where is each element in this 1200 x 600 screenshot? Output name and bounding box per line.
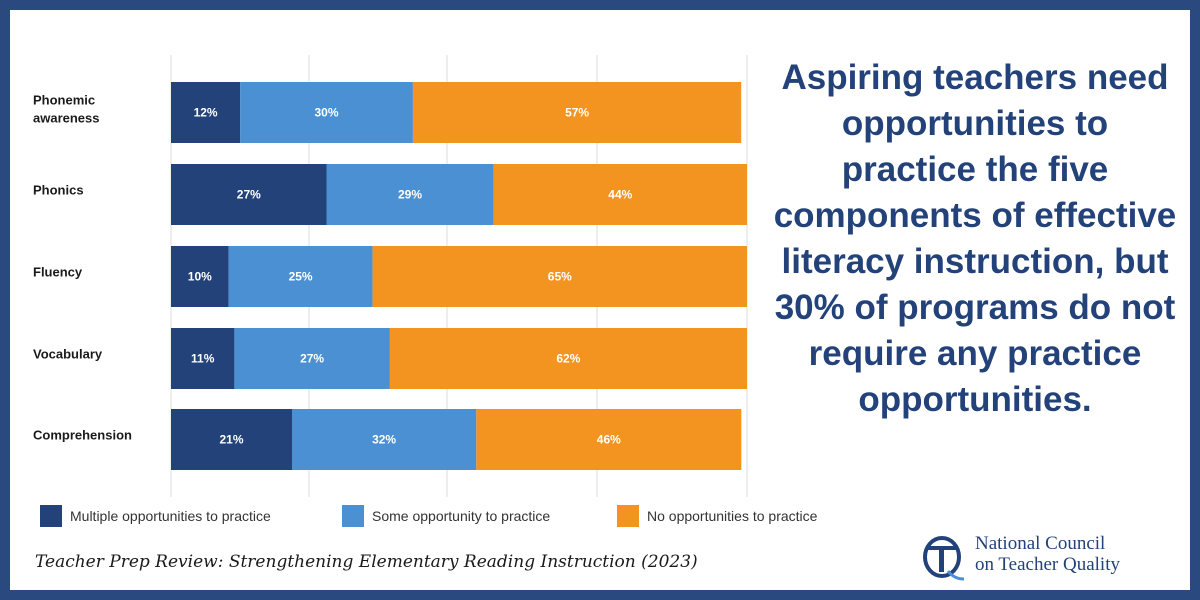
bar-segment [389,328,747,389]
bar-segment [412,82,742,143]
data-label: 46% [597,433,621,447]
source-citation: Teacher Prep Review: Strengthening Eleme… [35,552,698,572]
data-label: 30% [314,106,338,120]
category-label: Fluency [33,265,83,280]
data-label: 21% [219,433,243,447]
bar-segment [326,164,494,225]
data-label: 62% [556,352,580,366]
data-label: 11% [191,352,215,366]
bar-segment [171,82,241,143]
bar-segment [171,409,292,470]
category-label: Phonics [33,183,84,198]
data-label: 57% [565,106,589,120]
data-label: 44% [608,188,632,202]
category-label: Vocabulary [33,347,103,362]
chart-legend: Multiple opportunities to practice Some … [40,505,860,529]
legend-label-multiple: Multiple opportunities to practice [70,508,271,524]
data-label: 12% [194,106,218,120]
logo-wordmark: National Council on Teacher Quality [975,533,1165,575]
category-label: Phonemic awareness [33,93,100,126]
logo-line-1: National Council [975,533,1106,554]
bar-segment [372,246,747,307]
data-label: 65% [548,270,572,284]
bar-segment [476,409,742,470]
bar-segment [240,82,413,143]
data-label: 27% [237,188,261,202]
legend-swatch-multiple [40,505,62,527]
legend-label-some: Some opportunity to practice [372,508,551,524]
bar-segment [171,246,229,307]
bar-segment [292,409,477,470]
nctq-logo: National Council on Teacher Quality [920,533,1160,583]
legend-swatch-none [617,505,639,527]
logo-line-2: on Teacher Quality [975,554,1120,575]
category-label: Comprehension [33,428,132,443]
bar-segment [234,328,390,389]
data-label: 25% [289,270,313,284]
data-label: 10% [188,270,212,284]
bar-segment [228,246,373,307]
data-label: 27% [300,352,324,366]
callout-text: Aspiring teachers need opportunities to … [773,58,1177,419]
bar-segment [171,164,327,225]
bar-segment [493,164,747,225]
bar-segment [171,328,235,389]
legend-swatch-some [342,505,364,527]
data-label: 29% [398,188,422,202]
nctq-logo-icon [923,536,965,581]
legend-label-none: No opportunities to practice [647,508,818,524]
data-label: 32% [372,433,396,447]
